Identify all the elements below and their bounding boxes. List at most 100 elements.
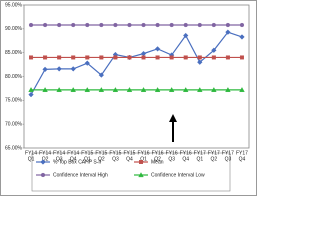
x-tick-label: FY16 <box>180 150 192 156</box>
x-tick-label: Q4 <box>70 156 77 162</box>
data-point <box>239 22 245 28</box>
data-point <box>29 55 34 60</box>
x-tick-label: FY17 <box>236 150 248 156</box>
x-tick-label: FY14 <box>53 150 65 156</box>
data-point <box>85 55 90 60</box>
legend-box <box>31 152 231 192</box>
legend-label: Confidence Interval Low <box>151 172 205 178</box>
data-point <box>211 22 216 28</box>
data-point <box>42 66 48 73</box>
x-tick-label: Q2 <box>211 156 218 162</box>
x-tick-label: Q3 <box>56 156 63 162</box>
data-point <box>112 87 119 92</box>
data-point <box>141 55 146 60</box>
x-tick-label: Q1 <box>28 156 35 162</box>
data-point <box>140 87 147 92</box>
data-point <box>211 87 217 92</box>
data-point <box>57 55 62 60</box>
x-tick-label: FY15 <box>81 150 93 156</box>
x-tick-label: FY17 <box>208 150 220 156</box>
data-point <box>98 72 105 78</box>
data-point <box>84 60 90 66</box>
legend-marker <box>40 159 46 165</box>
data-point <box>168 87 175 92</box>
x-tick-label: FY16 <box>138 150 150 156</box>
data-point <box>169 55 174 60</box>
data-point <box>197 55 202 60</box>
x-tick-label: FY14 <box>67 150 79 156</box>
data-point <box>127 55 132 60</box>
x-tick-label: Q4 <box>182 156 189 162</box>
data-point <box>197 59 203 65</box>
data-point <box>141 22 146 28</box>
series-line <box>30 31 243 95</box>
chart: 65.00% 70.00% 75.00% 80.00% 85.00% 90.00% 95.0… <box>0 0 257 196</box>
x-tick-label: Q2 <box>42 156 49 162</box>
data-point <box>127 22 132 28</box>
data-point <box>56 87 62 92</box>
data-point <box>113 55 118 60</box>
data-point <box>99 22 104 28</box>
x-tick-label: FY17 <box>222 150 234 156</box>
data-point <box>98 87 105 92</box>
legend-label: Mean <box>151 159 164 165</box>
data-point <box>154 46 161 52</box>
data-point <box>42 87 48 92</box>
x-tick-label: FY15 <box>123 150 135 156</box>
data-point <box>183 32 189 39</box>
data-point <box>84 87 91 92</box>
data-point <box>225 55 230 60</box>
data-point <box>183 22 188 28</box>
x-tick-label: Q1 <box>140 156 147 162</box>
annotation-arrowhead <box>169 114 177 122</box>
x-tick-label: Q3 <box>168 156 175 162</box>
data-point <box>71 55 76 60</box>
data-point <box>113 22 118 28</box>
data-point <box>183 55 188 60</box>
data-point <box>71 22 76 28</box>
data-point <box>211 47 217 53</box>
legend-marker <box>40 172 46 178</box>
data-point <box>225 29 231 35</box>
data-point <box>28 87 34 92</box>
legend-label: % Top Box CAHP S-II <box>53 159 101 165</box>
data-point <box>42 22 48 28</box>
y-tick-label: 85.00% <box>5 50 23 56</box>
y-tick-label: 95.00% <box>5 2 23 8</box>
y-tick-label: 90.00% <box>5 26 23 32</box>
data-point <box>239 55 244 60</box>
x-tick-label: Q4 <box>126 156 133 162</box>
y-tick-label: 75.00% <box>5 98 23 104</box>
legend-marker <box>138 159 143 164</box>
x-tick-label: FY15 <box>109 150 121 156</box>
page: {"chart_data": {"type": "line", "categor… <box>0 0 257 196</box>
x-tick-label: FY16 <box>166 150 178 156</box>
data-point <box>28 91 34 98</box>
x-tick-label: FY17 <box>194 150 206 156</box>
data-point <box>85 22 90 28</box>
x-tick-label: Q1 <box>196 156 203 162</box>
data-point <box>154 87 161 92</box>
x-tick-label: Q4 <box>239 156 246 162</box>
data-point <box>225 22 231 28</box>
x-tick-label: FY16 <box>152 150 164 156</box>
data-point <box>43 55 48 60</box>
data-point <box>126 87 133 92</box>
data-point <box>57 22 62 28</box>
y-tick-label: 80.00% <box>5 74 23 80</box>
data-point <box>225 87 231 92</box>
data-point <box>197 87 203 92</box>
x-tick-label: Q3 <box>112 156 119 162</box>
legend-marker <box>138 172 144 178</box>
data-point <box>197 22 202 28</box>
x-tick-label: FY14 <box>39 150 51 156</box>
data-point <box>70 66 76 72</box>
x-tick-label: Q3 <box>225 156 232 162</box>
x-tick-label: Q2 <box>154 156 161 162</box>
y-tick-label: 65.00% <box>5 145 23 151</box>
data-point <box>239 87 245 92</box>
data-point <box>155 55 160 60</box>
x-tick-label: Q2 <box>98 156 105 162</box>
data-point <box>155 22 160 28</box>
x-tick-label: Q1 <box>84 156 91 162</box>
